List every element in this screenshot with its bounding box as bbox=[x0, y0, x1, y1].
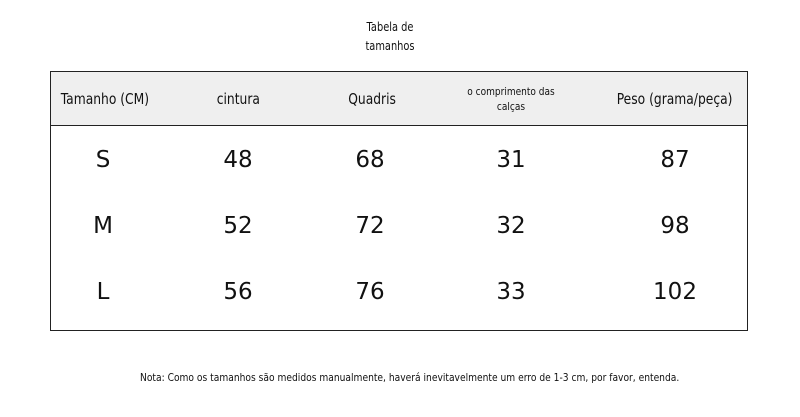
table-row: L 56 76 33 102 bbox=[51, 260, 747, 324]
cell-weight: 98 bbox=[660, 213, 690, 239]
cell-weight: 102 bbox=[653, 279, 697, 305]
table-row: S 48 68 31 87 bbox=[51, 128, 747, 192]
title-line-2: tamanhos bbox=[365, 39, 415, 53]
table-row: M 52 72 32 98 bbox=[51, 194, 747, 258]
cell-hips: 72 bbox=[355, 213, 385, 239]
table-header: Tamanho (CM) cintura Quadris o comprimen… bbox=[51, 72, 747, 126]
cell-waist: 48 bbox=[223, 147, 253, 173]
cell-size: L bbox=[96, 279, 110, 305]
header-size: Tamanho (CM) bbox=[60, 90, 150, 108]
cell-waist: 52 bbox=[223, 213, 253, 239]
cell-waist: 56 bbox=[223, 279, 253, 305]
cell-size: M bbox=[93, 213, 113, 239]
cell-pants-length: 31 bbox=[496, 147, 526, 173]
size-table: Tamanho (CM) cintura Quadris o comprimen… bbox=[50, 71, 748, 331]
header-pants-length: o comprimento das calças bbox=[467, 85, 555, 113]
cell-pants-length: 32 bbox=[496, 213, 526, 239]
header-waist: cintura bbox=[216, 90, 260, 108]
title-line-1: Tabela de bbox=[366, 20, 414, 34]
cell-hips: 76 bbox=[355, 279, 385, 305]
cell-pants-length: 33 bbox=[496, 279, 526, 305]
cell-size: S bbox=[95, 147, 111, 173]
header-hips: Quadris bbox=[348, 90, 396, 108]
header-weight: Peso (grama/peça) bbox=[617, 90, 733, 108]
cell-weight: 87 bbox=[660, 147, 690, 173]
measurement-note: Nota: Como os tamanhos são medidos manua… bbox=[140, 371, 680, 384]
cell-hips: 68 bbox=[355, 147, 385, 173]
page-title: Tabela de tamanhos bbox=[316, 18, 464, 56]
